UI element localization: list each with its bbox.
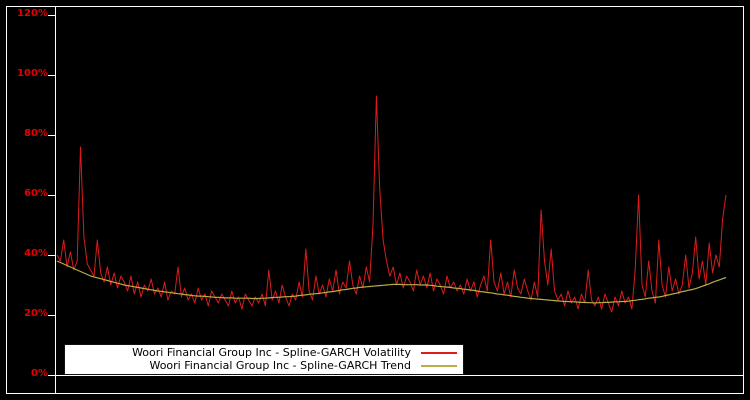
chart-legend: Woori Financial Group Inc - Spline-GARCH… (64, 344, 464, 375)
y-tick-label-40: 40% (24, 248, 48, 259)
legend-label-volatility: Woori Financial Group Inc - Spline-GARCH… (132, 346, 411, 359)
trend-series-line (56, 260, 727, 304)
legend-line-sample-volatility (421, 351, 457, 354)
legend-label-trend: Woori Financial Group Inc - Spline-GARCH… (149, 359, 411, 372)
legend-item-trend: Woori Financial Group Inc - Spline-GARCH… (71, 359, 457, 372)
plot-frame (6, 6, 744, 394)
y-tick-label-80: 80% (24, 128, 48, 139)
volatility-series-line (56, 95, 727, 313)
y-tick-label-20: 20% (24, 308, 48, 319)
y-tick-label-60: 60% (24, 188, 48, 199)
y-tick-label-120: 120% (17, 8, 48, 19)
y-tick-label-100: 100% (17, 68, 48, 79)
legend-item-volatility: Woori Financial Group Inc - Spline-GARCH… (71, 346, 457, 359)
legend-line-sample-trend (421, 364, 457, 367)
y-tick-label-0: 0% (31, 368, 48, 379)
